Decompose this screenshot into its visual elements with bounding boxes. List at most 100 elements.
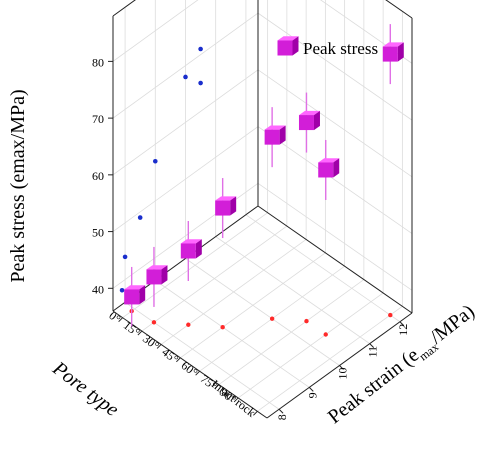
cube-front: [124, 289, 140, 305]
floor-projection-point: [186, 322, 191, 327]
cube-side: [279, 125, 286, 145]
cube-front: [318, 162, 334, 178]
legend-cube-icon: [277, 36, 299, 56]
wall-projections: [119, 46, 203, 293]
x-tick-label: 45°: [159, 345, 181, 366]
x-tick-label: Intact rock: [209, 377, 258, 420]
y-tick-label: 11: [366, 346, 380, 358]
cube-front: [215, 200, 231, 216]
cube-top: [180, 239, 202, 244]
wall-projection-point: [152, 158, 158, 164]
x-tick-mark: [118, 317, 123, 323]
z-tick-label: 40: [92, 282, 104, 296]
x-axis-title: Pore type: [48, 357, 123, 421]
cube-side: [397, 42, 404, 62]
cube-side: [139, 285, 146, 305]
floor-projection-point: [269, 316, 275, 321]
cube-top: [318, 158, 340, 163]
y-tick-mark: [369, 343, 375, 348]
y-tick-mark: [339, 365, 344, 370]
x-tick-label: 15°: [121, 318, 143, 339]
wall-projection-point: [183, 74, 188, 80]
cube-top: [264, 125, 286, 130]
cube-front: [264, 129, 280, 145]
y-tick-label: 9: [305, 392, 319, 398]
x-tick-mark: [195, 370, 200, 376]
cube-top: [277, 36, 299, 41]
peak-stress-point: [180, 239, 202, 259]
frame-edge: [385, 0, 413, 19]
floor-projection-point: [304, 318, 309, 324]
peak-stress-point: [298, 110, 320, 131]
y-tick-label: 10: [336, 368, 350, 380]
floor-projection-point: [388, 312, 393, 318]
wall-projection-point: [198, 80, 203, 86]
wall-grid-line: [257, 69, 413, 178]
wall-grid-line: [257, 12, 413, 121]
y-tick-label: 8: [275, 414, 289, 420]
legend-label: Peak stress: [303, 39, 378, 58]
wall-projection-point: [198, 46, 203, 52]
x-tick-label: 30°: [140, 331, 162, 352]
z-tick-label: 80: [92, 55, 104, 69]
x-tick-label: 60°: [179, 358, 201, 379]
x-tick-mark: [156, 344, 162, 349]
x-tick-label: 0°: [106, 308, 123, 326]
x-tick-mark: [176, 357, 181, 363]
z-tick-label: 60: [92, 169, 104, 183]
z-axis-title: Peak stress (emax/MPa): [7, 89, 29, 282]
peak-stress-point: [382, 42, 404, 62]
peak-stress-point: [215, 196, 237, 216]
floor-grid-line: [124, 301, 280, 410]
floor-projections: [129, 308, 393, 337]
cube-front: [298, 115, 314, 131]
peak-stress-point: [124, 285, 146, 305]
data-marks: [124, 24, 404, 327]
floor-grid-line: [185, 258, 340, 366]
floor-grid-line: [215, 236, 370, 344]
cube-top: [215, 196, 237, 201]
floor-grid-line: [155, 280, 310, 388]
cube-side: [161, 265, 168, 285]
cube-side: [333, 158, 340, 178]
cube-front: [382, 46, 398, 62]
y-tick-mark: [308, 387, 314, 392]
y-tick-mark: [278, 408, 284, 414]
cube-front: [180, 243, 196, 259]
cube-top: [298, 110, 320, 116]
wall-grid-line: [257, 126, 413, 234]
cube-front: [277, 40, 293, 56]
wall-projection-point: [137, 215, 143, 220]
cube-top: [146, 265, 168, 270]
z-tick-label: 50: [92, 226, 104, 240]
peak-stress-point: [318, 158, 340, 178]
x-tick-mark: [214, 384, 220, 389]
wall-projection-point: [122, 254, 128, 260]
peak-stress-point: [146, 265, 168, 285]
frame-edge: [112, 310, 268, 419]
x-tick-mark: [137, 330, 143, 336]
z-tick-label: 70: [92, 112, 104, 126]
cube-side: [292, 36, 299, 56]
y-tick-label: 12: [396, 324, 410, 336]
peak-stress-point: [264, 125, 286, 145]
floor-projection-point: [220, 324, 225, 330]
floor-grid-line: [245, 214, 401, 323]
wall-projection-point: [119, 287, 125, 293]
cube-side: [313, 110, 320, 131]
floor-projection-point: [151, 320, 157, 325]
x-tick-mark: [233, 397, 239, 403]
floor-projection-point: [323, 332, 328, 337]
frame-edge: [257, 205, 413, 314]
wall-grid-line: [257, 182, 413, 291]
cube-side: [195, 239, 202, 259]
legend: Peak stress: [277, 36, 378, 58]
cube-front: [146, 269, 162, 285]
legend-swatch: [277, 36, 299, 56]
x-tick-mark: [253, 410, 258, 416]
cube-side: [230, 196, 237, 216]
cube-top: [124, 285, 146, 290]
